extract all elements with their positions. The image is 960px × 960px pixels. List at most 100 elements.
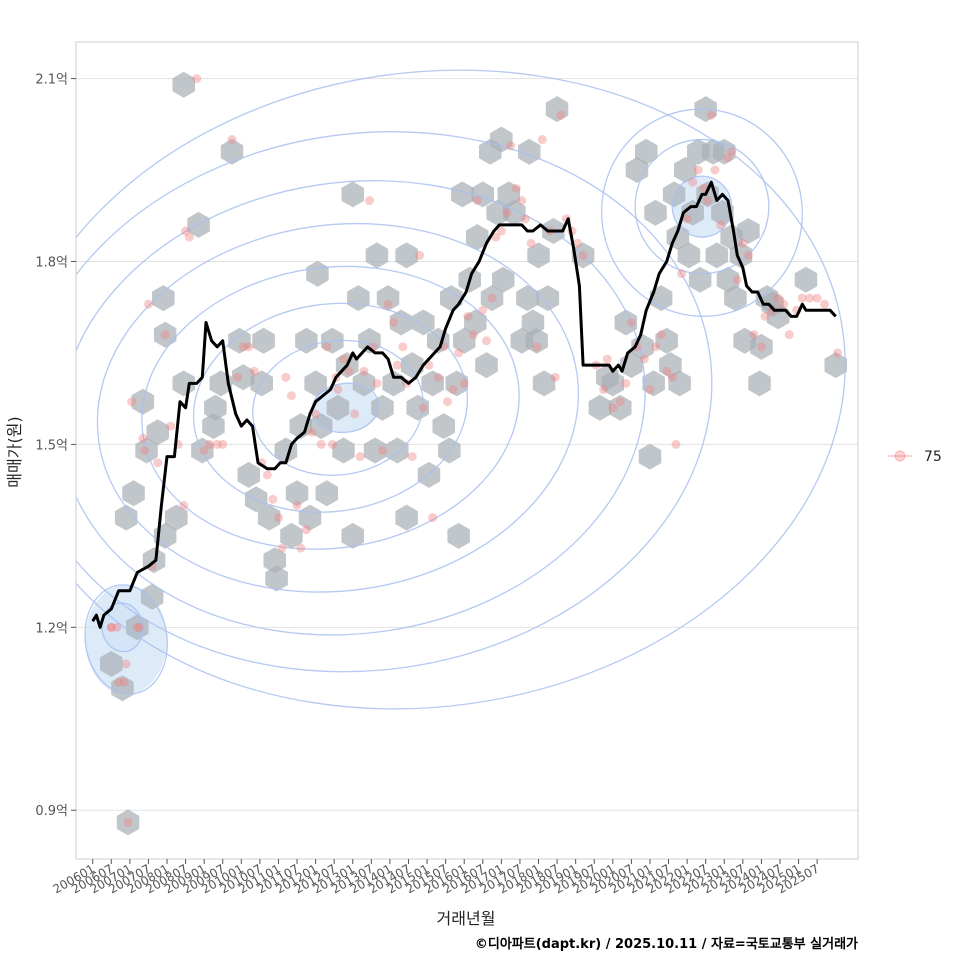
scatter-point <box>578 250 588 260</box>
scatter-point <box>478 305 488 315</box>
scatter-point <box>662 366 672 376</box>
hexbin-cell <box>518 138 541 165</box>
scatter-point <box>487 293 497 303</box>
scatter-point <box>268 494 278 504</box>
scatter-point <box>127 397 137 407</box>
hexbin-cell <box>705 242 729 269</box>
density-contour <box>101 602 144 653</box>
hexbin-cell <box>363 437 387 464</box>
scatter-point <box>682 214 692 224</box>
hexbin-cell <box>421 370 444 397</box>
hexbin-cell <box>114 504 138 531</box>
hexbin-cell <box>750 333 773 360</box>
hexbin-cell <box>614 309 638 336</box>
scatter-point <box>428 513 438 523</box>
hexbin-cell <box>263 547 286 574</box>
hexbin-cell <box>165 504 188 531</box>
scatter-point <box>407 452 417 462</box>
scatter-point <box>350 409 360 419</box>
scatter-point <box>181 226 191 236</box>
scatter-point <box>645 385 655 395</box>
hexbin-cell <box>642 370 665 397</box>
scatter-point <box>667 372 677 382</box>
hexbin-cell <box>140 583 164 610</box>
scatter-point <box>677 269 687 279</box>
scatter-point <box>119 677 129 687</box>
density-contour-layer <box>76 69 846 710</box>
scatter-point <box>615 397 625 407</box>
scatter-point <box>738 238 748 248</box>
hexbin-cell <box>326 394 350 421</box>
scatter-point <box>398 342 408 352</box>
scatter-point <box>296 543 306 553</box>
hexbin-cell <box>295 327 318 354</box>
hexbin-cell <box>527 242 550 269</box>
hexbin-cell <box>668 370 691 397</box>
hexbin-cell <box>172 71 195 98</box>
scatter-point <box>218 439 228 449</box>
scatter-point <box>703 196 713 206</box>
hexbin-cell <box>395 242 418 269</box>
scatter-point <box>377 446 387 455</box>
hexbin-cell <box>265 565 288 592</box>
scatter-point <box>482 336 492 346</box>
scatter-point <box>743 250 753 260</box>
scatter-point <box>227 135 237 145</box>
hexbin-cell <box>453 327 476 354</box>
density-contour <box>96 222 580 593</box>
hexbin-cell <box>655 327 678 354</box>
scatter-point <box>316 439 326 449</box>
hexbin-cell <box>681 199 704 226</box>
hexbin-cell <box>824 352 847 379</box>
hexbin-cell <box>100 650 123 677</box>
hexbin-cell <box>252 327 275 354</box>
hexbin-cell <box>601 370 625 397</box>
hexbin-cell <box>376 285 400 312</box>
scatter-point <box>469 330 479 340</box>
x-axis-title: 거래년월 <box>437 909 496 928</box>
hexbin-cell <box>250 370 273 397</box>
y-tick-label: 1.5억 <box>35 438 68 453</box>
scatter-point <box>797 293 807 303</box>
scatter-point <box>454 348 464 358</box>
hexbin-cell <box>315 480 338 507</box>
scatter-point <box>281 372 291 382</box>
y-axis-title: 매매가(원) <box>5 416 24 487</box>
scatter-point <box>134 622 144 632</box>
scatter-point <box>415 250 425 260</box>
legend-point-key <box>894 450 906 462</box>
panel-border <box>75 41 859 860</box>
scatter-point <box>448 385 458 395</box>
hexbin-cell <box>202 413 225 440</box>
scatter-point <box>550 372 560 382</box>
scatter-point <box>286 391 296 401</box>
scatter-point <box>311 409 321 419</box>
hexbin-cell <box>748 370 771 397</box>
hexbin-cell <box>451 181 474 208</box>
scatter-point <box>338 354 348 364</box>
scatter-point <box>160 330 170 340</box>
scatter-point <box>277 543 287 553</box>
hexbin-cell <box>588 394 612 421</box>
density-contour <box>84 584 168 695</box>
hexbin-cell <box>187 211 210 238</box>
density-contour <box>252 339 424 476</box>
scatter-point <box>106 622 116 632</box>
hexbin-cell <box>257 504 281 531</box>
scatter-point <box>651 342 661 352</box>
scatter-point <box>626 317 636 327</box>
scatter-point <box>364 196 374 206</box>
hexbin-cell <box>332 437 355 464</box>
hexbin-cell <box>536 285 560 312</box>
scatter-point <box>205 439 215 449</box>
scatter-point <box>192 74 202 84</box>
hexbin-cell <box>545 96 569 123</box>
hexbin-cell <box>677 242 701 269</box>
legend: 75 <box>888 449 942 465</box>
hexbin-cell <box>237 461 260 488</box>
scatter-point <box>511 183 521 193</box>
scatter-point <box>716 220 726 230</box>
hexbin-cell <box>304 370 327 397</box>
scatter-point <box>212 439 222 449</box>
